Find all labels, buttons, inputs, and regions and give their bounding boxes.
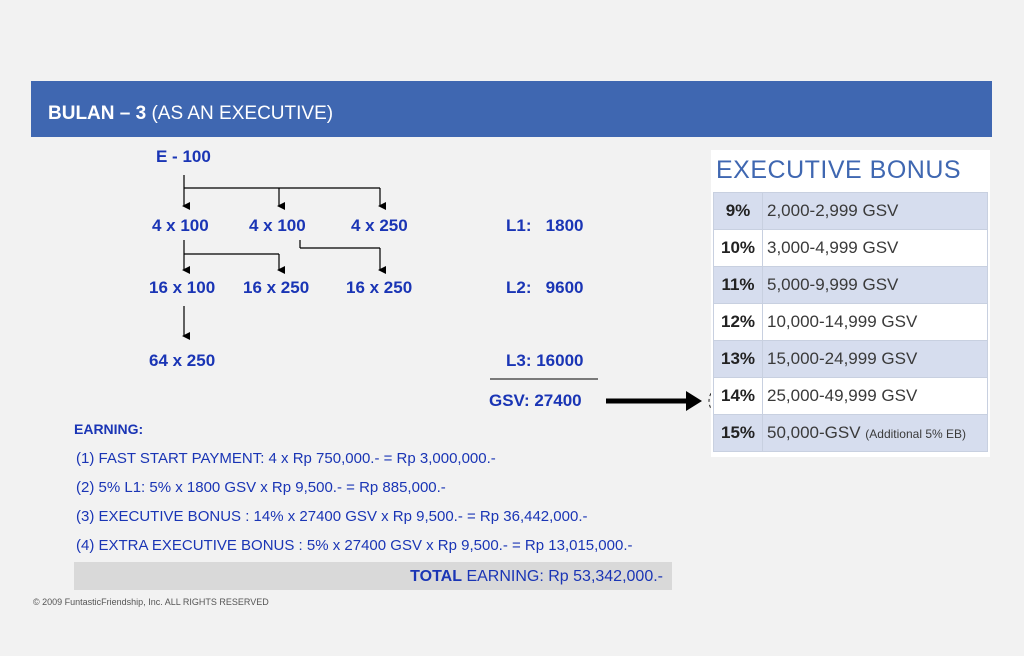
tree-l1-node: 4 x 100 bbox=[152, 216, 209, 235]
tree-l2-node: 16 x 100 bbox=[149, 278, 216, 297]
page-title: BULAN – 3 (AS AN EXECUTIVE) bbox=[48, 103, 333, 125]
tree-l1-node: 4 x 100 bbox=[249, 216, 306, 235]
bonus-range: 50,000-GSV bbox=[767, 423, 861, 442]
table-row: 15% 50,000-GSV (Additional 5% EB) bbox=[713, 414, 988, 452]
level-1-total: L1: 1800 bbox=[506, 216, 584, 235]
bonus-range: 15,000-24,999 GSV bbox=[762, 340, 988, 378]
table-row: 12% 10,000-14,999 GSV bbox=[713, 303, 988, 341]
copyright-text: © 2009 FuntasticFriendship, Inc. ALL RIG… bbox=[33, 597, 269, 607]
earning-line: (2) 5% L1: 5% x 1800 GSV x Rp 9,500.- = … bbox=[76, 479, 446, 496]
total-earning-bar: TOTAL EARNING: Rp 53,342,000.- bbox=[74, 562, 672, 590]
total-value: EARNING: Rp 53,342,000.- bbox=[466, 568, 663, 585]
level-2-total: L2: 9600 bbox=[506, 278, 584, 297]
bonus-range: 25,000-49,999 GSV bbox=[762, 377, 988, 415]
bonus-range-cell: 50,000-GSV (Additional 5% EB) bbox=[762, 414, 988, 452]
level-3-total: L3: 16000 bbox=[506, 351, 584, 370]
bonus-table-title: EXECUTIVE BONUS bbox=[716, 156, 962, 184]
table-row-highlighted: 14% 25,000-49,999 GSV bbox=[713, 377, 988, 415]
pointer-arrow-head bbox=[686, 391, 702, 411]
earning-heading: EARNING: bbox=[74, 421, 144, 437]
bonus-percent: 11% bbox=[713, 266, 763, 304]
title-bold: BULAN – 3 bbox=[48, 103, 147, 124]
earning-line: (1) FAST START PAYMENT: 4 x Rp 750,000.-… bbox=[76, 450, 496, 467]
bonus-range: 2,000-2,999 GSV bbox=[762, 192, 988, 230]
tree-l1-node: 4 x 250 bbox=[351, 216, 408, 235]
table-row: 11% 5,000-9,999 GSV bbox=[713, 266, 988, 304]
tree-l2-node: 16 x 250 bbox=[243, 278, 310, 297]
bonus-percent-highlighted: 14% bbox=[713, 377, 763, 415]
bonus-percent: 10% bbox=[713, 229, 763, 267]
title-banner: BULAN – 3 (AS AN EXECUTIVE) bbox=[31, 81, 992, 137]
table-row: 9% 2,000-2,999 GSV bbox=[713, 192, 988, 230]
bonus-percent: 15% bbox=[713, 414, 763, 452]
bonus-table: 9% 2,000-2,999 GSV 10% 3,000-4,999 GSV 1… bbox=[713, 192, 988, 452]
earning-line: (4) EXTRA EXECUTIVE BONUS : 5% x 27400 G… bbox=[76, 537, 633, 554]
earning-line: (3) EXECUTIVE BONUS : 14% x 27400 GSV x … bbox=[76, 508, 588, 525]
gsv-total: GSV: 27400 bbox=[489, 391, 582, 410]
table-row: 13% 15,000-24,999 GSV bbox=[713, 340, 988, 378]
title-subtitle: (AS AN EXECUTIVE) bbox=[151, 103, 334, 124]
tree-l2-node: 16 x 250 bbox=[346, 278, 413, 297]
tree-l3-node: 64 x 250 bbox=[149, 351, 216, 370]
bonus-range-note: (Additional 5% EB) bbox=[865, 427, 967, 441]
total-earning: TOTAL EARNING: Rp 53,342,000.- bbox=[410, 568, 663, 586]
executive-bonus-panel: EXECUTIVE BONUS 9% 2,000-2,999 GSV 10% 3… bbox=[711, 150, 990, 457]
total-label: TOTAL bbox=[410, 568, 462, 585]
bonus-range: 3,000-4,999 GSV bbox=[762, 229, 988, 267]
bonus-percent: 13% bbox=[713, 340, 763, 378]
bonus-range: 10,000-14,999 GSV bbox=[762, 303, 988, 341]
bonus-percent: 12% bbox=[713, 303, 763, 341]
bonus-range: 5,000-9,999 GSV bbox=[762, 266, 988, 304]
table-row: 10% 3,000-4,999 GSV bbox=[713, 229, 988, 267]
bonus-percent: 9% bbox=[713, 192, 763, 230]
tree-root: E - 100 bbox=[156, 147, 211, 166]
